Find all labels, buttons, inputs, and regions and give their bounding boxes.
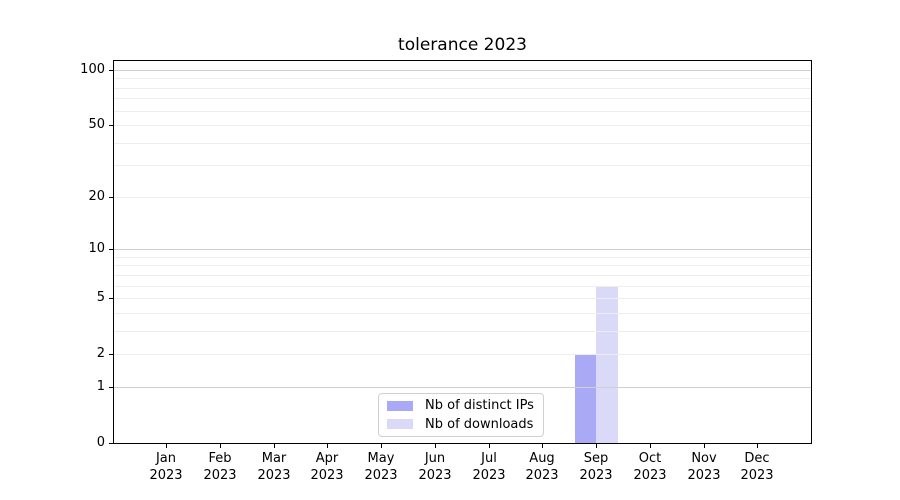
gridline-minor bbox=[114, 298, 811, 299]
x-tick-label: Apr 2023 bbox=[295, 450, 359, 484]
x-tick-label-year: 2023 bbox=[525, 468, 559, 483]
legend-swatch-downloads bbox=[387, 419, 413, 430]
y-tick-label: 5 bbox=[96, 290, 105, 305]
x-tick-label: Aug 2023 bbox=[510, 450, 574, 484]
gridline-minor bbox=[114, 165, 811, 166]
gridline-minor bbox=[114, 331, 811, 332]
bar-nb-of-downloads-sep bbox=[596, 285, 618, 443]
x-tick-label-month: Jan bbox=[155, 451, 177, 466]
x-tick-label: Mar 2023 bbox=[242, 450, 306, 484]
gridline-minor bbox=[114, 354, 811, 355]
x-axis-tick bbox=[542, 444, 543, 448]
y-axis-tick bbox=[109, 443, 113, 444]
gridline-minor bbox=[114, 313, 811, 314]
gridline-minor bbox=[114, 125, 811, 126]
x-tick-label-year: 2023 bbox=[687, 468, 721, 483]
y-tick-label: 50 bbox=[88, 117, 105, 132]
x-axis-tick bbox=[381, 444, 382, 448]
legend-item-distinct-ips: Nb of distinct IPs bbox=[387, 397, 535, 414]
gridline-minor bbox=[114, 111, 811, 112]
gridline-minor bbox=[114, 275, 811, 276]
gridline-minor bbox=[114, 286, 811, 287]
x-tick-label: Dec 2023 bbox=[725, 450, 789, 484]
x-tick-label-month: Jun bbox=[424, 451, 446, 466]
bar-nb-of-distinct-ips-sep bbox=[574, 354, 596, 443]
x-axis-tick bbox=[327, 444, 328, 448]
x-tick-label-year: 2023 bbox=[579, 468, 613, 483]
y-axis-tick bbox=[109, 354, 113, 355]
chart-title: tolerance 2023 bbox=[398, 35, 527, 55]
gridline-major bbox=[114, 387, 811, 388]
gridline-minor bbox=[114, 257, 811, 258]
x-tick-label-year: 2023 bbox=[149, 468, 183, 483]
x-axis-tick bbox=[704, 444, 705, 448]
x-axis-tick bbox=[650, 444, 651, 448]
x-tick-label-month: Apr bbox=[315, 451, 339, 466]
x-axis-tick bbox=[596, 444, 597, 448]
x-tick-label: Jul 2023 bbox=[457, 450, 521, 484]
x-tick-label-year: 2023 bbox=[257, 468, 291, 483]
gridline-major bbox=[114, 249, 811, 250]
x-tick-label-month: Oct bbox=[638, 451, 662, 466]
y-tick-label: 100 bbox=[80, 62, 105, 77]
gridline-major bbox=[114, 70, 811, 71]
x-tick-label-month: Mar bbox=[261, 451, 287, 466]
y-tick-label: 10 bbox=[88, 241, 105, 256]
y-axis-tick bbox=[109, 197, 113, 198]
x-tick-label-year: 2023 bbox=[472, 468, 506, 483]
x-tick-label-year: 2023 bbox=[364, 468, 398, 483]
y-tick-label: 20 bbox=[88, 189, 105, 204]
x-tick-label: Jun 2023 bbox=[403, 450, 467, 484]
gridline-minor bbox=[114, 78, 811, 79]
x-tick-label-month: Nov bbox=[691, 451, 717, 466]
legend-label-distinct-ips: Nb of distinct IPs bbox=[425, 398, 534, 414]
y-axis-tick bbox=[109, 249, 113, 250]
gridline-minor bbox=[114, 265, 811, 266]
x-tick-label: May 2023 bbox=[349, 450, 413, 484]
y-axis-tick bbox=[109, 387, 113, 388]
y-tick-label: 0 bbox=[96, 435, 105, 450]
y-axis-tick bbox=[109, 70, 113, 71]
y-axis-tick bbox=[109, 298, 113, 299]
x-tick-label-month: Jul bbox=[481, 451, 497, 466]
x-tick-label-month: Sep bbox=[583, 451, 609, 466]
gridline-minor bbox=[114, 143, 811, 144]
plot-area bbox=[113, 60, 812, 444]
gridline-minor bbox=[114, 88, 811, 89]
x-tick-label: Feb 2023 bbox=[188, 450, 252, 484]
gridline-minor bbox=[114, 98, 811, 99]
x-axis-tick bbox=[757, 444, 758, 448]
y-tick-label: 1 bbox=[96, 379, 105, 394]
x-axis-tick bbox=[435, 444, 436, 448]
x-axis-tick bbox=[489, 444, 490, 448]
x-tick-label: Jan 2023 bbox=[134, 450, 198, 484]
legend: Nb of distinct IPs Nb of downloads bbox=[378, 393, 544, 437]
x-tick-label: Nov 2023 bbox=[672, 450, 736, 484]
x-tick-label-year: 2023 bbox=[203, 468, 237, 483]
x-axis-tick bbox=[274, 444, 275, 448]
x-tick-label-year: 2023 bbox=[740, 468, 774, 483]
legend-item-downloads: Nb of downloads bbox=[387, 416, 535, 433]
x-tick-label-month: Feb bbox=[208, 451, 232, 466]
legend-label-downloads: Nb of downloads bbox=[425, 416, 534, 432]
x-tick-label-month: Aug bbox=[529, 451, 555, 466]
x-axis-tick bbox=[220, 444, 221, 448]
gridline-minor bbox=[114, 197, 811, 198]
x-axis-tick bbox=[166, 444, 167, 448]
x-tick-label-year: 2023 bbox=[310, 468, 344, 483]
x-tick-label-year: 2023 bbox=[633, 468, 667, 483]
x-tick-label-year: 2023 bbox=[418, 468, 452, 483]
x-tick-label: Sep 2023 bbox=[564, 450, 628, 484]
y-tick-label: 2 bbox=[96, 346, 105, 361]
x-tick-label-month: May bbox=[367, 451, 395, 466]
y-axis-tick bbox=[109, 125, 113, 126]
legend-swatch-distinct-ips bbox=[387, 400, 413, 411]
x-tick-label-month: Dec bbox=[744, 451, 770, 466]
x-tick-label: Oct 2023 bbox=[618, 450, 682, 484]
